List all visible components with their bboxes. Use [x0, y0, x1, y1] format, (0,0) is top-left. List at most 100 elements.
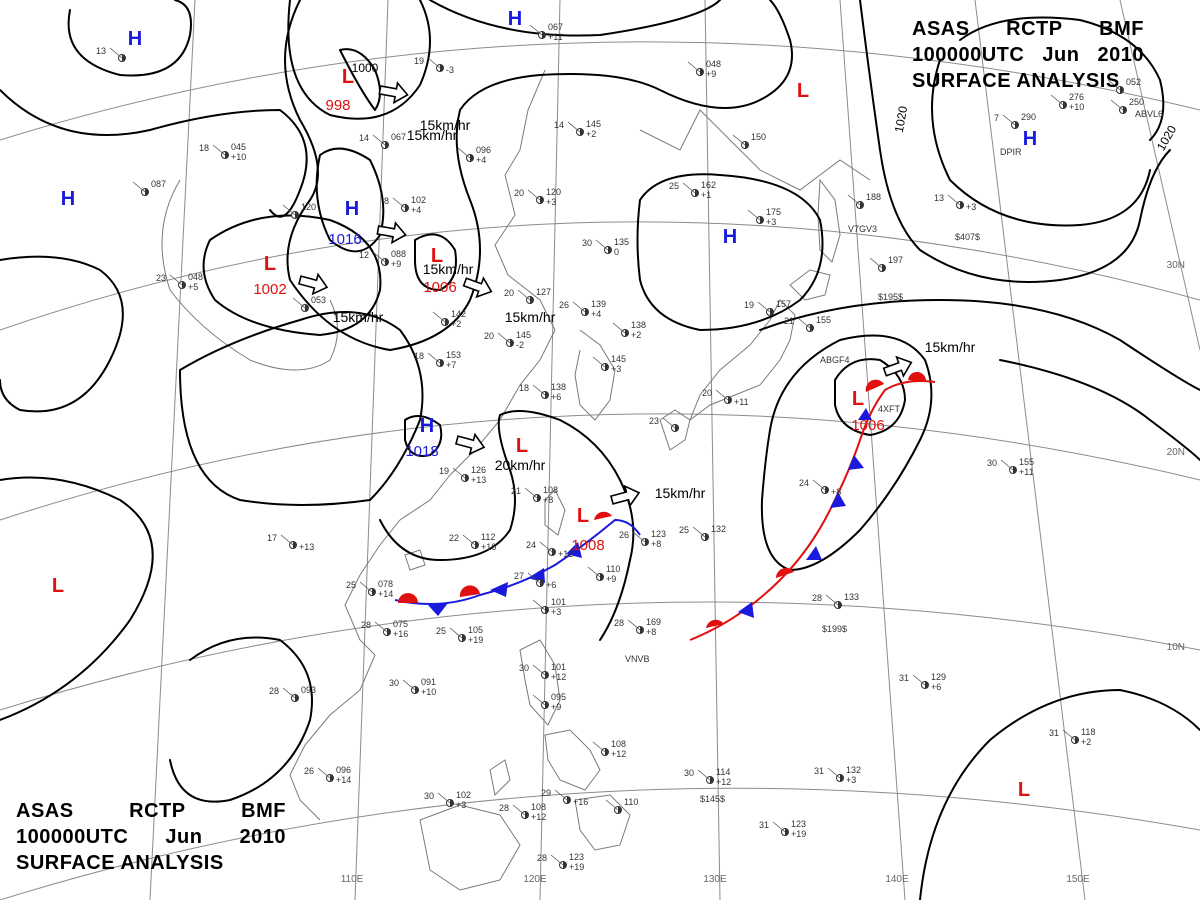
station-pressure: 138: [551, 382, 566, 392]
coast-visayas: [544, 729, 601, 791]
station-temperature: 23: [649, 416, 659, 426]
isobar-central-band: [284, 0, 793, 351]
station-temperature: 25: [436, 626, 446, 636]
station-temperature: 26: [619, 530, 629, 540]
station-plot: 20 120+3: [514, 187, 561, 207]
station-pressure-tendency: +11: [1019, 467, 1034, 477]
header-top-right: ASAS RCTP BMF 100000UTC Jun 2010 SURFACE…: [912, 16, 1144, 94]
station-plot: 26 139+4: [559, 299, 606, 319]
motion-speed-label: 15km/hr: [655, 485, 706, 501]
station-pressure-tendency: +16: [573, 797, 588, 807]
station-pressure-tendency: +10: [231, 152, 246, 162]
station-pressure-tendency: +12: [611, 749, 626, 759]
isobar-southwest: [379, 410, 635, 641]
station-plot: 048+9: [687, 59, 721, 79]
station-plot: 12 088+9: [359, 249, 406, 269]
station-pressure: 150: [751, 132, 766, 142]
station-plot: 138+2: [612, 320, 646, 340]
longitude-label: 120E: [523, 874, 547, 885]
station-pressure-tendency: +1: [701, 190, 711, 200]
station-pressure-tendency: +9: [391, 259, 401, 269]
station-plot: 175+3: [747, 207, 781, 227]
station-temperature: 13: [96, 46, 106, 56]
station-plot: 150: [732, 132, 766, 149]
station-pressure-tendency: +8: [543, 495, 553, 505]
high-pressure-symbol: H: [508, 8, 522, 30]
low-pressure-symbol: L: [516, 435, 528, 457]
station-pressure-tendency: +8: [831, 487, 841, 497]
longitude-label: 140E: [885, 874, 909, 885]
station-temperature: 27: [514, 571, 524, 581]
station-pressure: 108: [531, 802, 546, 812]
station-code: DPIR: [1000, 147, 1022, 157]
coast-bay: [161, 179, 338, 371]
station-plot: 30 091+10: [389, 677, 436, 697]
station-pressure: 127: [536, 287, 551, 297]
station-temperature: 17: [267, 533, 277, 543]
station-pressure: 153: [446, 350, 461, 360]
motion-arrow: [882, 355, 913, 378]
pressure-value: 1006: [423, 279, 456, 296]
station-plot: 23 048+5: [156, 272, 203, 292]
station-code: ABGF4: [820, 355, 850, 365]
coast-japan-kyushu: [659, 409, 691, 451]
motion-speed-label: 15km/hr: [505, 309, 556, 325]
station-plot: 26 096+14: [304, 765, 351, 785]
station-pressure-tendency: +11: [734, 397, 749, 407]
pressure-value: 1018: [405, 443, 438, 460]
station-plot: 13: [96, 46, 126, 62]
station-pressure: 102: [411, 195, 426, 205]
station-pressure-tendency: +11: [548, 32, 563, 42]
station-pressure: 067: [548, 22, 563, 32]
station-plot: 110: [605, 797, 638, 814]
station-pressure-tendency: +9: [706, 69, 716, 79]
station-pressure-tendency: +12: [558, 549, 573, 559]
station-temperature: 28: [361, 620, 371, 630]
station-pressure-tendency: +12: [551, 672, 566, 682]
header-month: Jun: [1042, 44, 1080, 66]
header-bottom-left: ASAS RCTP BMF 100000UTC Jun 2010 SURFACE…: [16, 798, 286, 876]
station-pressure: 102: [456, 790, 471, 800]
station-pressure: 075: [393, 619, 408, 629]
motion-arrows: 15km/hr15km/hr15km/hr15km/hr20km/hr15km/…: [297, 81, 976, 508]
isobar-top-left-high: [67, 0, 192, 77]
station-pressure-tendency: +3: [611, 364, 621, 374]
isobar-right-band: [931, 59, 1151, 227]
station-plot: 067+11: [529, 22, 563, 42]
station-codes: VNVB ABGF4 4XFT V7GV3 $407$ $195$ $145$ $199$ DP…: [625, 109, 1163, 804]
station-plot: 26 123+8: [619, 529, 666, 549]
station-plot: 096+4: [457, 145, 491, 165]
footer-time: 100000UTC: [16, 826, 129, 848]
station-pressure: 138: [631, 320, 646, 330]
station-pressure: 087: [151, 179, 166, 189]
station-pressure: 169: [646, 617, 661, 627]
station-pressure-tendency: +12: [716, 777, 731, 787]
station-plot: 188: [847, 192, 881, 209]
station-temperature: 19: [414, 56, 424, 66]
coast-luzon: [519, 639, 561, 726]
station-pressure-tendency: +19: [791, 829, 806, 839]
station-temperature: 31: [759, 820, 769, 830]
station-plot: 27 +6: [514, 571, 556, 590]
isobar-value-label: 1020: [892, 105, 910, 134]
station-pressure: 157: [776, 299, 791, 309]
pressure-value: 1016: [328, 231, 361, 248]
high-pressure-symbol: H: [345, 198, 359, 220]
station-pressure-tendency: +3: [966, 202, 976, 212]
isobar-1020-east: [859, 0, 1171, 283]
isobar-1020-inner: [959, 16, 1165, 141]
station-pressure: 145: [611, 354, 626, 364]
station-pressure: 133: [844, 592, 859, 602]
coast-mindanao: [574, 794, 631, 851]
station-plot: 18 045+10: [199, 142, 246, 162]
header-title: SURFACE ANALYSIS: [912, 70, 1120, 92]
coast-russia: [639, 109, 871, 191]
station-pressure: 145: [516, 330, 531, 340]
station-pressure: 155: [1019, 457, 1034, 467]
station-temperature: 28: [812, 593, 822, 603]
station-pressure: 091: [421, 677, 436, 687]
station-code: $195$: [878, 292, 903, 302]
station-temperature: 31: [814, 766, 824, 776]
